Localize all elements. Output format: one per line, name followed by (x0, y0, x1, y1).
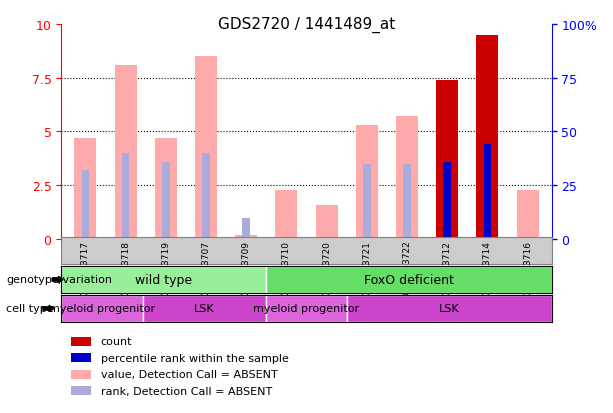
Bar (71, 370, 91, 379)
Text: rank, Detection Call = ABSENT: rank, Detection Call = ABSENT (101, 386, 272, 396)
Text: GDS2720 / 1441489_at: GDS2720 / 1441489_at (218, 17, 395, 33)
Bar (484, 145, 491, 240)
Text: cell type: cell type (6, 304, 54, 314)
Bar (154, 139, 177, 240)
Text: GSM153709: GSM153709 (242, 240, 251, 295)
Bar (235, 235, 257, 240)
Bar (403, 164, 411, 240)
Text: GSM153719: GSM153719 (161, 240, 170, 295)
Text: GSM153721: GSM153721 (362, 240, 371, 295)
Bar (202, 154, 210, 240)
Bar (122, 154, 129, 240)
Bar (265, 295, 348, 322)
Text: GSM153712: GSM153712 (443, 240, 452, 295)
Bar (71, 386, 91, 395)
Bar (115, 66, 137, 240)
Bar (143, 295, 265, 322)
Text: GSM153722: GSM153722 (403, 240, 411, 295)
Text: FoxO deficient: FoxO deficient (364, 273, 454, 286)
Text: LSK: LSK (440, 304, 460, 314)
Bar (363, 164, 371, 240)
Text: GSM153717: GSM153717 (81, 240, 90, 295)
Bar (242, 218, 250, 240)
Bar (476, 36, 498, 240)
Bar (61, 266, 265, 293)
Bar (396, 117, 418, 240)
Bar (517, 190, 539, 240)
Text: GSM153720: GSM153720 (322, 240, 331, 295)
Bar (356, 126, 378, 240)
Bar (162, 162, 170, 240)
Bar (275, 190, 297, 240)
Text: percentile rank within the sample: percentile rank within the sample (101, 353, 288, 363)
Bar (436, 81, 459, 240)
Text: GSM153714: GSM153714 (483, 240, 492, 295)
Bar (265, 266, 552, 293)
Bar (61, 295, 143, 322)
Text: GSM153710: GSM153710 (282, 240, 291, 295)
Text: LSK: LSK (194, 304, 215, 314)
Text: GSM153718: GSM153718 (121, 240, 130, 295)
Text: genotype/variation: genotype/variation (6, 275, 112, 285)
Bar (82, 171, 89, 240)
Bar (74, 139, 96, 240)
Bar (71, 354, 91, 362)
Text: myeloid progenitor: myeloid progenitor (49, 304, 155, 314)
Bar (316, 205, 338, 240)
Text: count: count (101, 337, 132, 347)
Bar (195, 57, 217, 240)
Text: wild type: wild type (135, 273, 192, 286)
Bar (443, 162, 451, 240)
Text: GSM153716: GSM153716 (523, 240, 532, 295)
Bar (71, 337, 91, 346)
Text: myeloid progenitor: myeloid progenitor (253, 304, 360, 314)
Bar (348, 295, 552, 322)
Text: GSM153707: GSM153707 (202, 240, 210, 295)
Text: value, Detection Call = ABSENT: value, Detection Call = ABSENT (101, 369, 277, 379)
